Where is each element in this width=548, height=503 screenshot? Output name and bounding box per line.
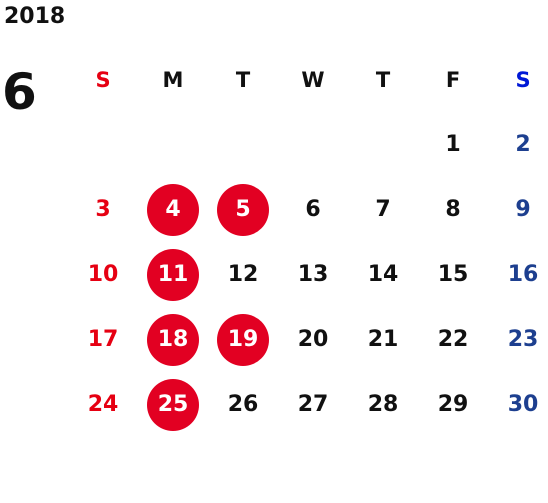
day-cell[interactable]: 4 xyxy=(138,177,208,242)
weekday-header: S xyxy=(515,68,531,92)
day-cell[interactable]: 12 xyxy=(208,242,278,307)
highlighted-day-circle: 11 xyxy=(147,248,199,301)
day-cell[interactable]: 24 xyxy=(68,372,138,437)
highlighted-day-circle: 5 xyxy=(217,183,269,236)
day-number: 14 xyxy=(367,262,399,287)
day-cell[interactable]: 10 xyxy=(68,242,138,307)
weekday-header: W xyxy=(301,68,325,92)
highlighted-day-circle: 19 xyxy=(217,313,269,366)
day-cell[interactable]: 28 xyxy=(348,372,418,437)
day-cell[interactable]: 9 xyxy=(488,177,548,242)
day-cell[interactable]: 23 xyxy=(488,307,548,372)
day-number: 3 xyxy=(95,197,111,222)
weekday-header: T xyxy=(235,68,251,92)
day-number: 23 xyxy=(507,327,539,352)
weekday-header: T xyxy=(375,68,391,92)
weekday-header: S xyxy=(95,68,111,92)
day-cell[interactable]: 26 xyxy=(208,372,278,437)
empty-cell xyxy=(68,112,138,177)
day-cell[interactable]: 6 xyxy=(278,177,348,242)
day-cell[interactable]: 3 xyxy=(68,177,138,242)
day-number-highlighted: 4 xyxy=(165,197,181,222)
day-number: 13 xyxy=(297,262,329,287)
day-number: 21 xyxy=(367,327,399,352)
day-number: 30 xyxy=(507,392,539,417)
day-number: 2 xyxy=(515,132,531,157)
day-number: 22 xyxy=(437,327,469,352)
highlighted-day-circle: 25 xyxy=(147,378,199,431)
day-cell[interactable]: 15 xyxy=(418,242,488,307)
day-number: 27 xyxy=(297,392,329,417)
day-number-highlighted: 18 xyxy=(157,327,189,352)
day-number-highlighted: 19 xyxy=(227,327,259,352)
day-number-highlighted: 11 xyxy=(157,262,189,287)
day-cell[interactable]: 8 xyxy=(418,177,488,242)
day-number: 9 xyxy=(515,197,531,222)
day-number: 29 xyxy=(437,392,469,417)
day-number-highlighted: 25 xyxy=(157,392,189,417)
day-cell[interactable]: 30 xyxy=(488,372,548,437)
day-cell[interactable]: 5 xyxy=(208,177,278,242)
day-number: 26 xyxy=(227,392,259,417)
day-number: 6 xyxy=(305,197,321,222)
day-number: 1 xyxy=(445,132,461,157)
day-cell[interactable]: 16 xyxy=(488,242,548,307)
day-cell[interactable]: 18 xyxy=(138,307,208,372)
day-cell[interactable]: 20 xyxy=(278,307,348,372)
day-cell[interactable]: 1 xyxy=(418,112,488,177)
weekday-header: F xyxy=(445,68,461,92)
day-cell[interactable]: 7 xyxy=(348,177,418,242)
day-cell[interactable]: 11 xyxy=(138,242,208,307)
day-number: 28 xyxy=(367,392,399,417)
day-number: 20 xyxy=(297,327,329,352)
calendar-grid: S M T W T F S 1 2 3 4 5 6 7 8 9 10 11 12 13 14 15 16 17 18 19 20 21… xyxy=(68,48,548,437)
day-number-highlighted: 5 xyxy=(235,197,251,222)
day-cell[interactable]: 27 xyxy=(278,372,348,437)
day-cell[interactable]: 22 xyxy=(418,307,488,372)
day-cell[interactable]: 19 xyxy=(208,307,278,372)
day-cell[interactable]: 2 xyxy=(488,112,548,177)
day-number: 10 xyxy=(87,262,119,287)
empty-cell xyxy=(138,112,208,177)
day-number: 16 xyxy=(507,262,539,287)
day-number: 12 xyxy=(227,262,259,287)
day-cell[interactable]: 14 xyxy=(348,242,418,307)
day-cell[interactable]: 17 xyxy=(68,307,138,372)
weekday-header: M xyxy=(162,68,184,92)
day-number: 24 xyxy=(87,392,119,417)
day-cell[interactable]: 29 xyxy=(418,372,488,437)
day-number: 15 xyxy=(437,262,469,287)
month-number: 6 xyxy=(2,63,37,121)
day-cell[interactable]: 25 xyxy=(138,372,208,437)
day-number: 8 xyxy=(445,197,461,222)
year-label: 2018 xyxy=(4,4,66,29)
day-number: 17 xyxy=(87,327,119,352)
empty-cell xyxy=(278,112,348,177)
day-cell[interactable]: 21 xyxy=(348,307,418,372)
day-number: 7 xyxy=(375,197,391,222)
day-cell[interactable]: 13 xyxy=(278,242,348,307)
highlighted-day-circle: 18 xyxy=(147,313,199,366)
empty-cell xyxy=(208,112,278,177)
highlighted-day-circle: 4 xyxy=(147,183,199,236)
empty-cell xyxy=(348,112,418,177)
